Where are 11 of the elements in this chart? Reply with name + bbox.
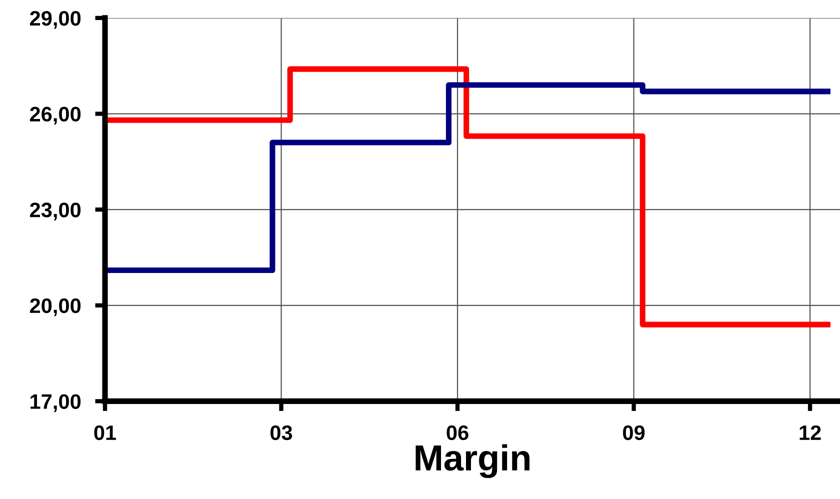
x-tick-label: 12 [800, 425, 821, 440]
y-tick-label: 26,00 [30, 106, 81, 125]
x-axis-title: Margin [416, 444, 530, 478]
x-tick-label: 01 [94, 425, 116, 440]
x-tick-label: 06 [446, 425, 468, 440]
y-tick-label: 29,00 [30, 10, 81, 29]
y-tick-label: 23,00 [30, 202, 81, 220]
y-tick-label: 20,00 [30, 298, 81, 316]
x-tick-label: 09 [623, 425, 645, 440]
x-tick-label: 03 [270, 425, 292, 440]
y-tick-label: 17,00 [30, 394, 81, 412]
